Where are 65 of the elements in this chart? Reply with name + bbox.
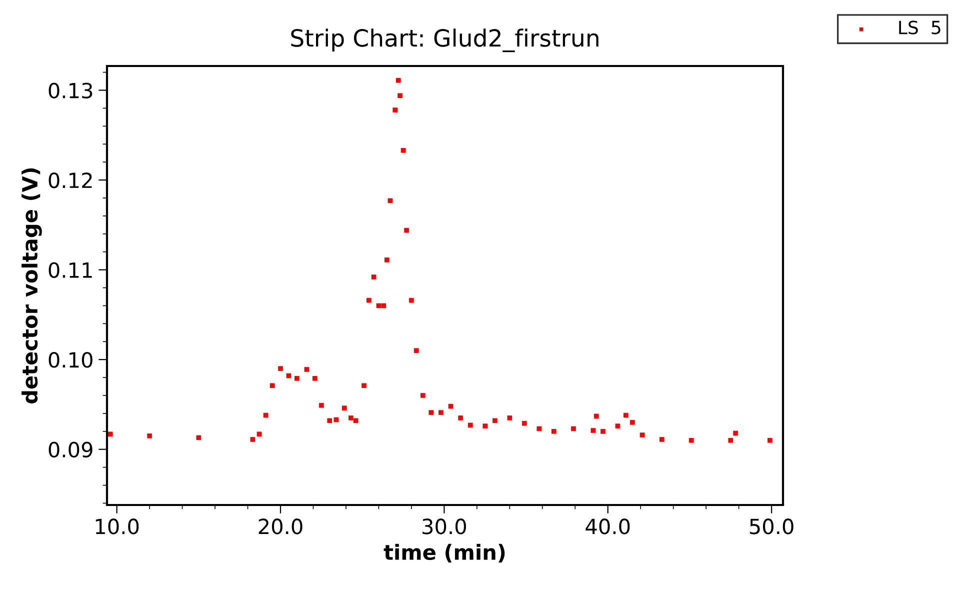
point [404,228,409,233]
point [571,426,576,432]
point [250,437,256,442]
point [536,426,542,432]
chart-title: Strip Chart: Glud2_firstrun [291,28,598,52]
point [381,303,386,308]
point [428,410,434,415]
y-axis-title: detector voltage (V) [22,168,42,404]
point [327,418,332,424]
point [334,417,339,422]
point [400,148,406,153]
point [278,366,283,371]
point [312,376,318,381]
point [438,410,444,415]
x-tick-label: 20.0 [258,518,302,534]
point [398,93,402,98]
point [623,412,628,418]
point [304,367,310,372]
point [108,432,113,436]
y-tick-label: 0.13 [48,82,92,98]
point [728,438,734,443]
point [384,258,390,262]
point [590,428,596,433]
x-tick-label: 30.0 [422,518,466,534]
point [342,406,347,410]
point [396,78,401,83]
point [600,428,606,434]
point [147,433,152,438]
point [482,424,488,428]
point [768,438,772,443]
point [615,424,620,428]
point [630,420,635,425]
point [414,348,419,353]
point [294,376,300,381]
point [392,108,398,112]
point [256,432,262,436]
y-tick-label: 0.11 [48,262,92,278]
point [409,298,414,303]
y-tick-label: 0.09 [48,442,92,458]
point [270,383,275,388]
point [507,416,512,420]
point [362,383,366,388]
point [492,418,498,424]
point [688,438,694,443]
point [348,416,354,420]
y-tick-label: 0.10 [48,352,92,368]
x-tick-label: 10.0 [96,518,139,534]
point [371,274,376,280]
point [468,422,473,428]
point [594,414,599,419]
point [659,437,664,442]
y-tick-label: 0.12 [48,172,92,188]
point [522,420,527,426]
legend-label: LS 5 [899,20,940,34]
x-tick-label: 50.0 [750,518,794,534]
point [551,428,556,434]
point [420,393,426,398]
x-axis-title: time (min) [384,544,505,562]
point [353,418,358,424]
point [319,402,324,408]
x-tick-label: 40.0 [586,518,630,534]
point [640,432,645,438]
point [733,430,738,436]
point [458,416,463,420]
point [366,298,372,303]
